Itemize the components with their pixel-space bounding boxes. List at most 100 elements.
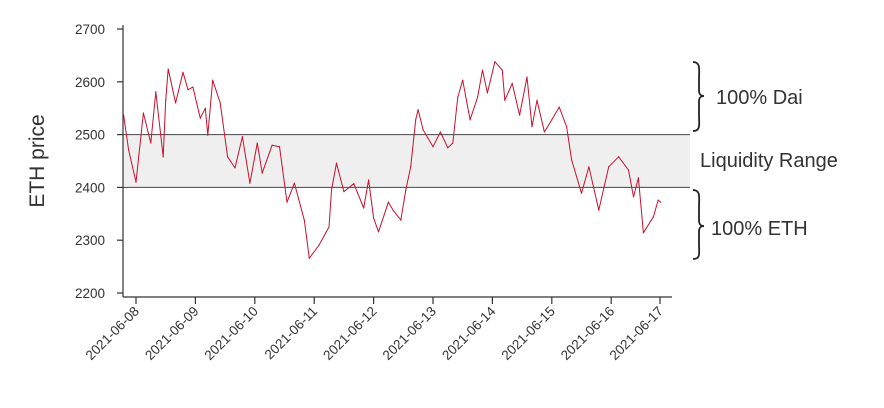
price-point	[504, 99, 506, 101]
price-point	[410, 166, 412, 168]
price-point	[207, 134, 209, 136]
x-tick-label: 2021-06-13	[380, 304, 439, 363]
price-point	[447, 147, 449, 149]
price-point	[642, 232, 644, 234]
price-point	[457, 96, 459, 98]
price-point	[598, 209, 600, 211]
price-point	[286, 201, 288, 203]
price-point	[127, 149, 130, 151]
price-point	[469, 119, 471, 121]
y-tick-label: 2200	[75, 286, 105, 301]
annotation-100-dai: 100% Dai	[716, 87, 803, 109]
price-point	[543, 131, 545, 133]
price-point	[531, 126, 533, 128]
x-tick-label: 2021-06-09	[142, 304, 201, 363]
price-point	[632, 196, 635, 198]
price-point	[400, 219, 402, 221]
price-point	[627, 169, 630, 171]
x-tick-label: 2021-06-10	[201, 304, 260, 363]
price-point	[293, 182, 295, 184]
price-point	[167, 68, 169, 70]
price-point	[580, 192, 583, 194]
price-point	[452, 142, 454, 144]
price-point	[392, 210, 394, 212]
x-tick-label: 2021-06-08	[83, 304, 142, 363]
price-point	[271, 144, 273, 146]
x-tick-label: 2021-06-15	[498, 304, 557, 363]
price-point	[150, 142, 152, 144]
price-point	[308, 257, 310, 259]
price-point	[330, 189, 333, 191]
price-point	[377, 231, 380, 233]
x-tick-label: 2021-06-14	[439, 303, 499, 363]
price-point	[162, 156, 164, 158]
price-point	[657, 199, 659, 201]
price-point	[335, 162, 338, 164]
price-point	[417, 109, 419, 111]
price-point	[415, 119, 417, 121]
price-point	[343, 191, 345, 193]
price-point	[328, 226, 330, 228]
price-point	[660, 201, 662, 203]
price-point	[204, 107, 206, 109]
price-point	[511, 82, 513, 84]
price-point	[608, 166, 610, 168]
price-point	[165, 99, 167, 101]
price-point	[494, 61, 496, 63]
price-point	[566, 126, 568, 128]
y-tick-label: 2600	[75, 75, 105, 90]
price-point	[212, 79, 214, 81]
price-point	[192, 86, 194, 88]
price-point	[387, 201, 390, 203]
price-point	[261, 172, 263, 174]
liquidity-range-label: Liquidity Range	[700, 150, 838, 172]
annotation-100-eth: 100% ETH	[711, 218, 808, 240]
price-point	[405, 189, 407, 191]
price-point	[526, 76, 528, 78]
brace-above-icon	[692, 61, 705, 132]
price-point	[588, 166, 590, 168]
x-tick-label: 2021-06-12	[320, 304, 379, 363]
price-point	[187, 89, 189, 91]
price-point	[422, 129, 424, 131]
price-point	[519, 114, 521, 116]
price-point	[462, 79, 464, 81]
price-point	[551, 119, 553, 121]
price-point	[501, 69, 503, 71]
price-point	[318, 244, 320, 246]
price-point	[486, 92, 489, 94]
price-point	[439, 131, 442, 133]
price-point	[278, 146, 281, 148]
price-point	[368, 179, 370, 181]
y-tick-label: 2300	[75, 233, 105, 248]
liquidity-range-band	[123, 134, 690, 188]
price-point	[536, 99, 538, 101]
price-point	[476, 96, 479, 98]
price-point	[637, 177, 640, 179]
price-point	[182, 71, 184, 73]
price-point	[373, 217, 375, 219]
price-point	[199, 117, 201, 119]
y-tick-label: 2700	[75, 22, 105, 37]
y-axis-label: ETH price	[26, 114, 49, 207]
x-tick-label: 2021-06-11	[262, 304, 321, 363]
price-point	[142, 112, 145, 114]
price-point	[249, 182, 251, 184]
price-point	[219, 102, 221, 104]
price-point	[175, 102, 177, 104]
brace-below-icon	[692, 189, 705, 260]
price-point	[618, 156, 620, 158]
price-point	[363, 207, 365, 209]
price-point	[303, 219, 305, 221]
y-tick-label: 2500	[75, 128, 105, 143]
price-point	[226, 156, 229, 158]
price-point	[135, 181, 137, 183]
price-point	[155, 91, 157, 93]
price-point	[481, 69, 484, 71]
y-tick-label: 2400	[75, 180, 105, 195]
price-point	[353, 183, 355, 185]
price-point	[256, 142, 258, 144]
price-point	[652, 216, 654, 218]
price-point	[432, 146, 434, 148]
